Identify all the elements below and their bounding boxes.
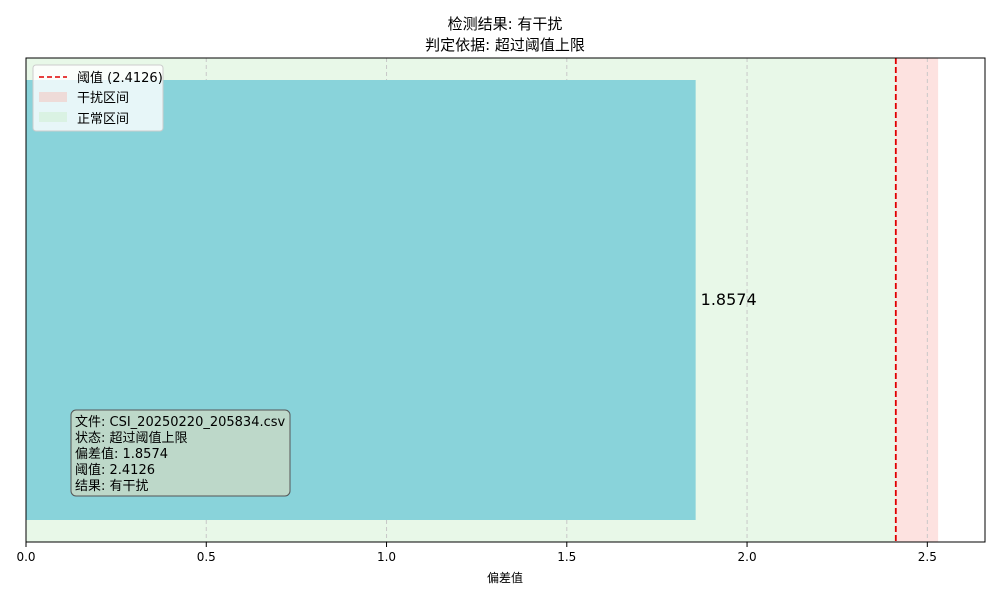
legend-threshold-label: 阈值 (2.4126) [77, 70, 163, 86]
chart-title: 检测结果: 有干扰 [448, 15, 563, 33]
info-box-frame [70, 409, 291, 497]
x-tick-label-4: 2.0 [738, 550, 757, 564]
info-box: 文件: CSI_20250220_205834.csv 状态: 超过阈值上限 偏… [70, 409, 291, 497]
x-tick-label-3: 1.5 [557, 550, 576, 564]
x-tick-label-0: 0.0 [16, 550, 35, 564]
legend-interference-swatch [39, 92, 67, 102]
legend: 阈值 (2.4126) 干扰区间 正常区间 [32, 64, 164, 132]
info-line-deviation: 偏差值: 1.8574 [75, 446, 168, 462]
legend-normal-swatch [39, 112, 67, 122]
bar-value-label: 1.8574 [701, 290, 757, 309]
info-line-threshold: 阈值: 2.4126 [75, 462, 155, 478]
info-line-file: 文件: CSI_20250220_205834.csv [75, 415, 286, 430]
x-tick-label-5: 2.5 [918, 550, 937, 564]
x-tick-label-1: 0.5 [197, 550, 216, 564]
plot-frame [25, 57, 986, 543]
legend-normal-label: 正常区间 [77, 112, 129, 127]
info-line-status: 状态: 超过阈值上限 [75, 430, 188, 446]
chart-subtitle: 判定依据: 超过阈值上限 [425, 36, 585, 54]
x-tick-label-2: 1.0 [377, 550, 396, 564]
legend-interference-label: 干扰区间 [77, 91, 129, 106]
x-axis-label: 偏差值 [487, 570, 523, 585]
interference-band [895, 58, 939, 542]
info-line-result: 结果: 有干扰 [75, 479, 149, 494]
